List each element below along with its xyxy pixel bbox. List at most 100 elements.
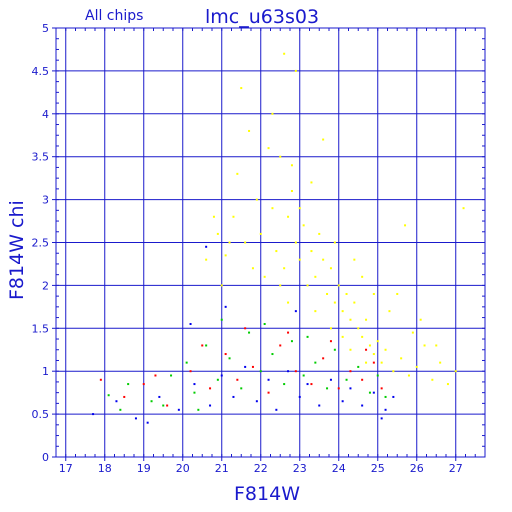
data-point	[127, 383, 130, 386]
data-point	[263, 323, 266, 326]
y-tick-label: 4.5	[32, 65, 50, 78]
data-point	[209, 387, 212, 390]
data-point	[228, 241, 231, 244]
data-point	[415, 365, 418, 368]
y-tick-label: 2	[42, 279, 49, 292]
data-point	[298, 207, 301, 210]
data-point	[357, 327, 360, 330]
x-tick-label: 25	[371, 462, 385, 475]
data-point	[240, 87, 243, 90]
data-point	[283, 383, 286, 386]
data-point	[302, 374, 305, 377]
data-point	[306, 335, 309, 338]
data-point	[251, 267, 254, 270]
data-point	[224, 353, 227, 356]
grid-lines	[52, 27, 485, 461]
x-tick-label: 26	[410, 462, 424, 475]
data-point	[294, 241, 297, 244]
data-point	[337, 284, 340, 287]
data-point	[150, 400, 153, 403]
data-point	[454, 370, 457, 373]
data-point	[365, 361, 368, 364]
y-tick-label: 1	[42, 365, 49, 378]
data-point	[283, 267, 286, 270]
data-point	[232, 215, 235, 218]
data-point	[166, 404, 169, 407]
data-point	[294, 69, 297, 72]
data-point	[201, 344, 204, 347]
data-point	[92, 413, 95, 416]
data-point	[349, 348, 352, 351]
data-point	[298, 395, 301, 398]
x-tick-label: 19	[137, 462, 151, 475]
data-point	[333, 348, 336, 351]
data-point	[341, 400, 344, 403]
data-point	[333, 241, 336, 244]
data-point	[357, 365, 360, 368]
data-point	[279, 344, 282, 347]
data-point	[349, 387, 352, 390]
data-point	[329, 327, 332, 330]
data-point	[271, 112, 274, 115]
data-point	[380, 387, 383, 390]
data-point	[271, 207, 274, 210]
data-point	[337, 387, 340, 390]
data-point	[404, 224, 407, 227]
data-point	[407, 374, 410, 377]
data-point	[267, 391, 270, 394]
header-left-label: All chips	[85, 8, 143, 24]
data-point	[251, 365, 254, 368]
data-point	[248, 331, 251, 334]
data-point	[197, 408, 200, 411]
data-point	[368, 391, 371, 394]
y-tick-label: 0	[42, 451, 49, 464]
data-point	[158, 395, 161, 398]
data-point	[318, 404, 321, 407]
data-point	[423, 344, 426, 347]
x-tick-label: 24	[332, 462, 346, 475]
data-point	[220, 374, 223, 377]
x-tick-label: 20	[176, 462, 190, 475]
data-point	[365, 318, 368, 321]
data-point	[263, 275, 266, 278]
data-point	[271, 353, 274, 356]
data-point	[411, 331, 414, 334]
data-point	[255, 400, 258, 403]
data-point	[189, 370, 192, 373]
data-point	[372, 292, 375, 295]
data-points	[92, 52, 465, 424]
data-point	[396, 292, 399, 295]
data-point	[99, 378, 102, 381]
data-point	[322, 258, 325, 261]
data-point	[322, 138, 325, 141]
data-point	[142, 383, 145, 386]
data-point	[287, 370, 290, 373]
data-point	[388, 310, 391, 313]
data-point	[310, 383, 313, 386]
data-point	[244, 365, 247, 368]
x-tick-label: 17	[59, 462, 73, 475]
data-point	[326, 387, 329, 390]
data-point	[372, 361, 375, 364]
data-point	[361, 404, 364, 407]
x-axis-label: F814W	[234, 483, 300, 505]
data-point	[310, 181, 313, 184]
data-point	[170, 374, 173, 377]
data-point	[345, 378, 348, 381]
data-point	[345, 292, 348, 295]
data-point	[275, 250, 278, 253]
data-point	[376, 374, 379, 377]
data-point	[294, 310, 297, 313]
data-point	[162, 404, 165, 407]
data-point	[365, 348, 368, 351]
data-point	[189, 323, 192, 326]
data-point	[279, 155, 282, 158]
data-point	[220, 284, 223, 287]
x-tick-label: 21	[215, 462, 229, 475]
data-point	[267, 147, 270, 150]
data-point	[248, 129, 251, 132]
data-point	[326, 292, 329, 295]
data-point	[115, 400, 118, 403]
